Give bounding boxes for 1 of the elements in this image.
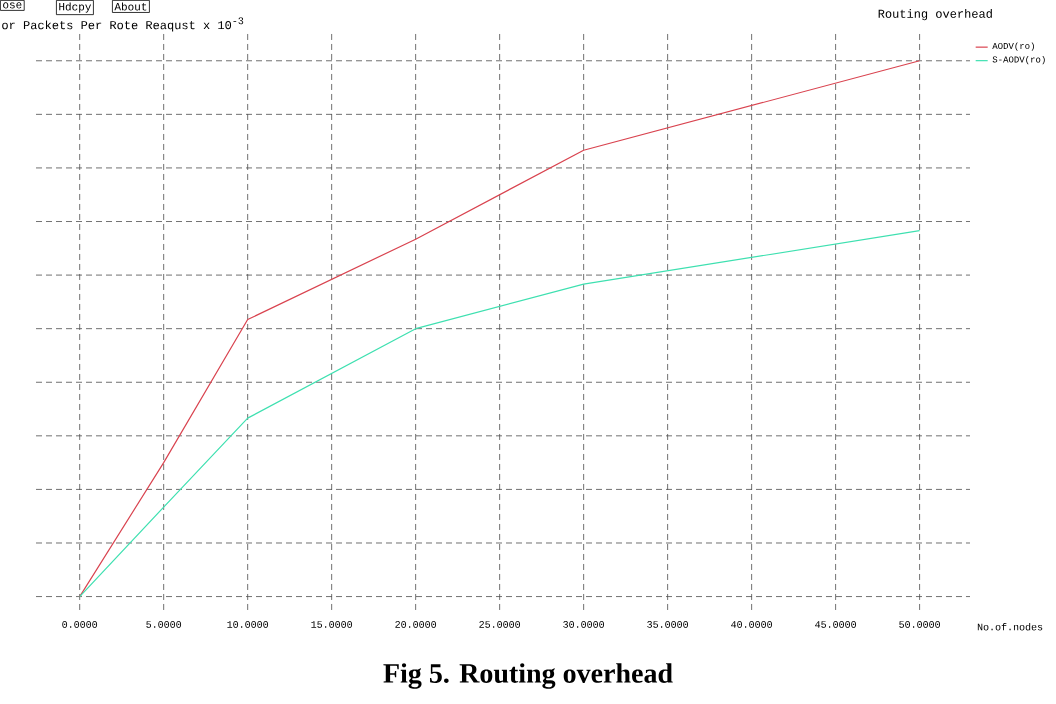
caption: Fig 5. Routing overhead — [383, 663, 673, 689]
